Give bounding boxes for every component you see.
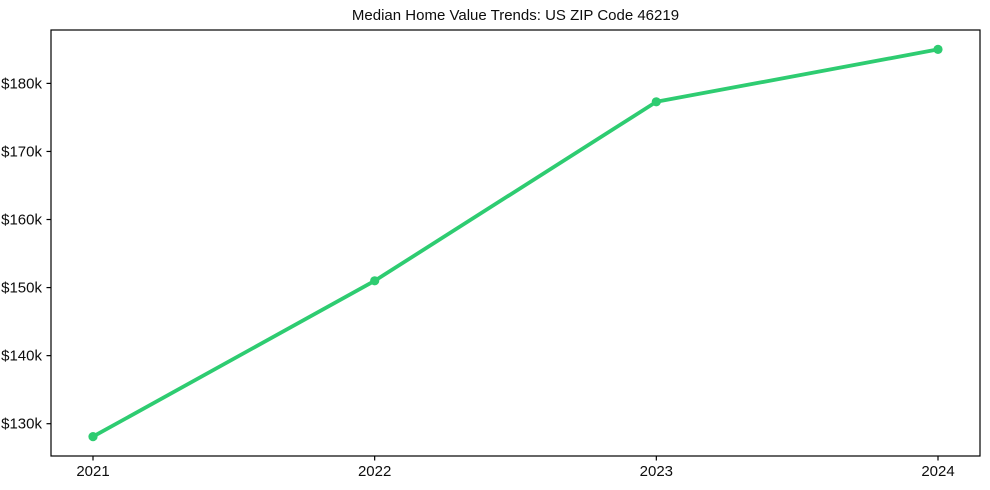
chart-title: Median Home Value Trends: US ZIP Code 46… [351,7,680,24]
y-axis-tick-label: $160k [1,212,42,229]
data-point-marker [651,97,661,107]
y-axis-tick-label: $130k [1,416,42,433]
y-axis-tick-label: $170k [1,143,42,160]
y-axis-tick-label: $150k [1,280,42,297]
x-axis-tick-label: 2024 [921,463,954,480]
data-point-marker [933,44,943,55]
data-point-marker [370,276,380,286]
x-axis-tick-label: 2021 [76,463,109,480]
y-axis-tick-label: $180k [1,75,42,92]
x-axis-tick-label: 2022 [358,463,391,480]
trend-line [91,47,940,439]
y-axis-tick-label: $140k [1,348,42,365]
x-axis-tick-label: 2023 [640,463,673,480]
plot-border [50,29,981,457]
data-point-marker [88,432,98,442]
